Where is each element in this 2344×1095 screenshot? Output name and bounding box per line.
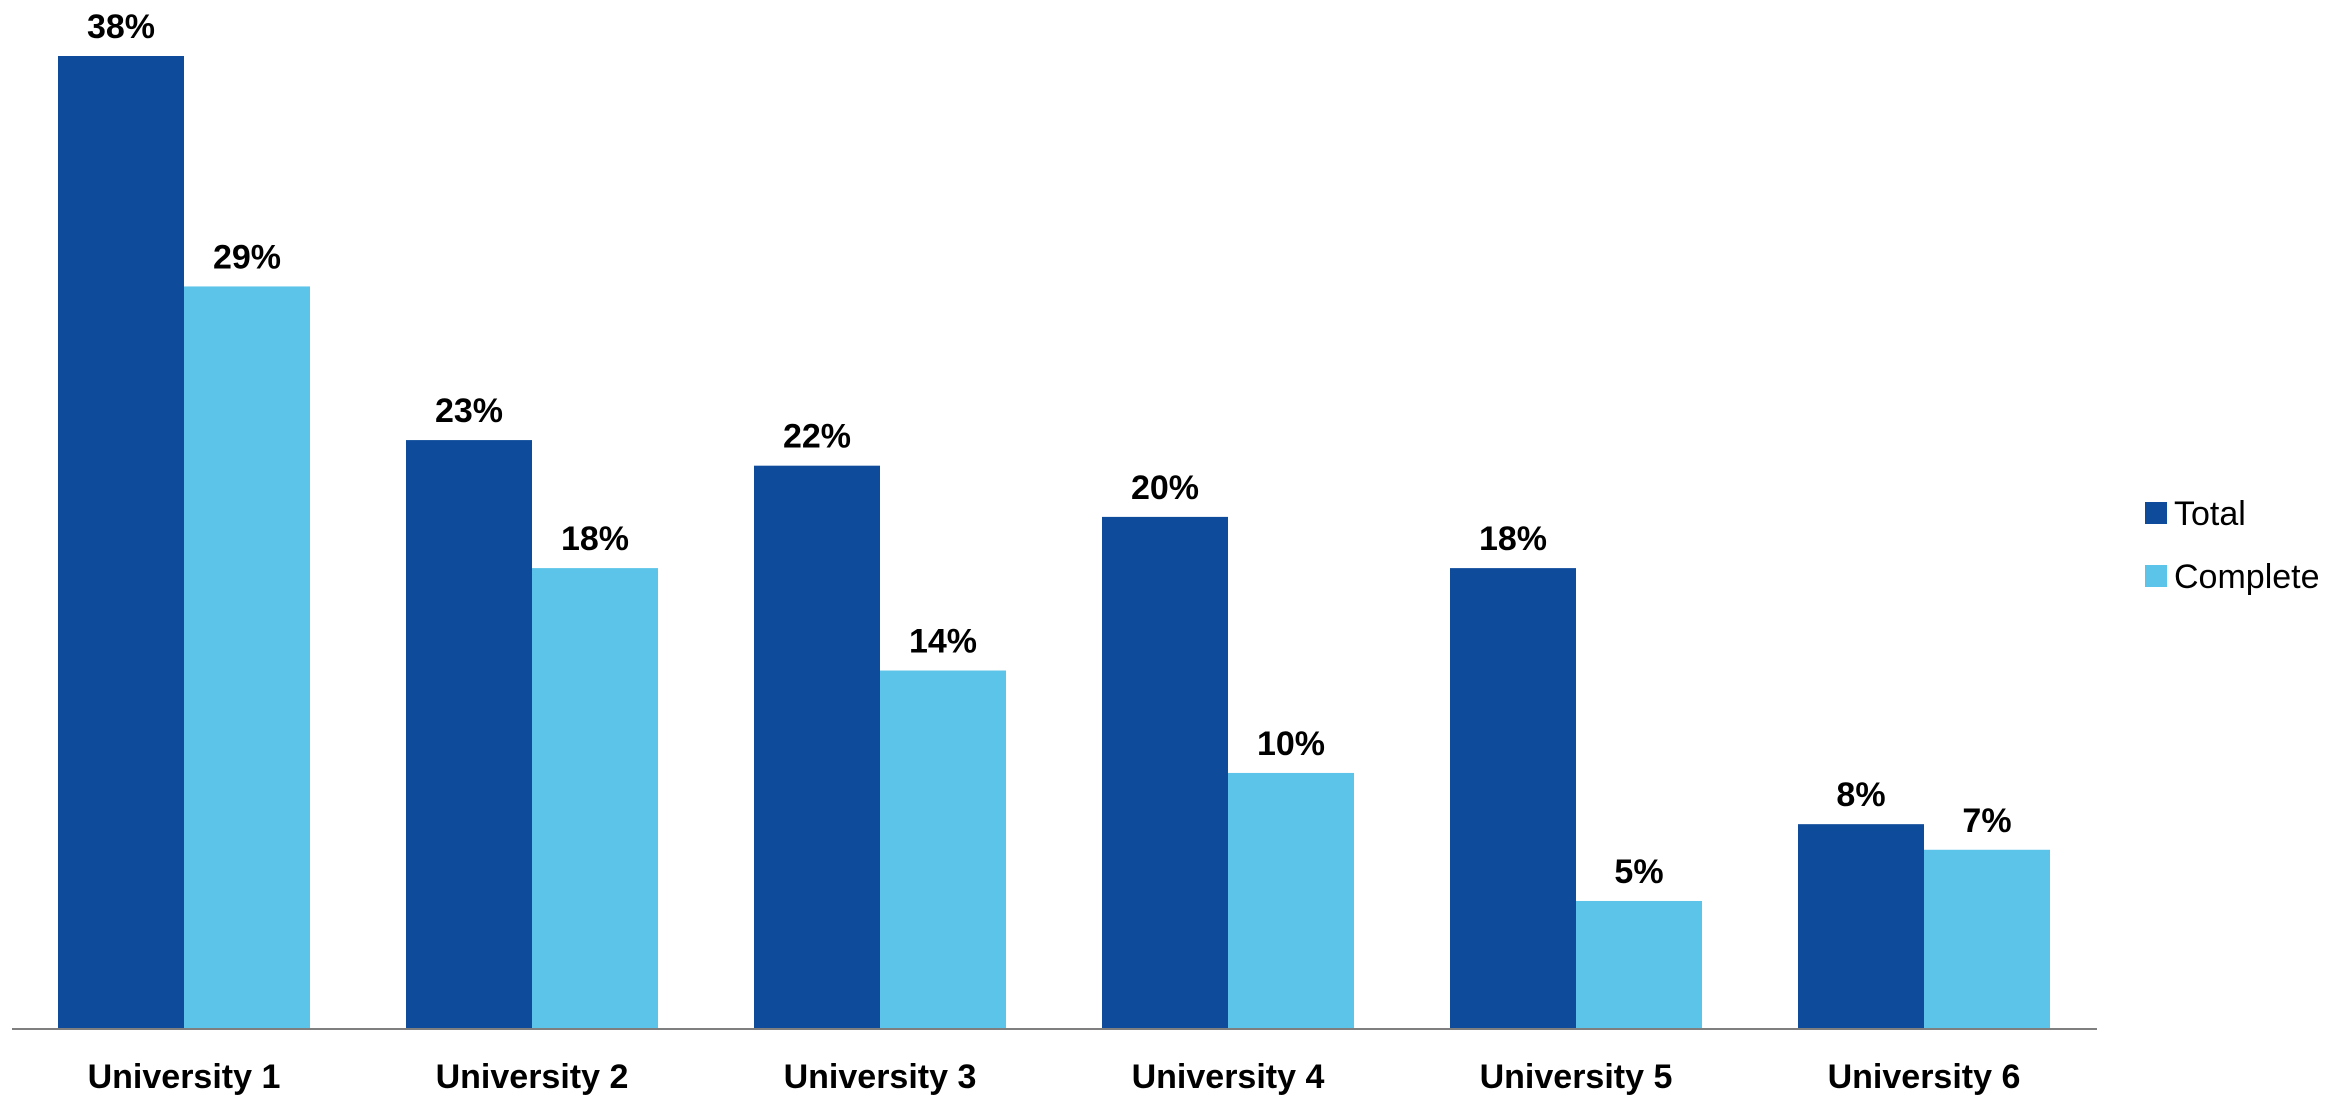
- data-label-total-2: 23%: [435, 392, 503, 430]
- data-label-complete-5: 5%: [1614, 853, 1663, 891]
- bar-total-6: [1798, 824, 1924, 1029]
- data-label-total-5: 18%: [1479, 520, 1547, 558]
- data-label-complete-6: 7%: [1962, 802, 2011, 840]
- legend-label-complete: Complete: [2174, 558, 2320, 596]
- category-label-6: University 6: [1828, 1058, 2021, 1095]
- bar-complete-2: [532, 568, 658, 1029]
- bar-complete-5: [1576, 900, 1702, 1029]
- category-label-group: University 1 University 2 University 3 Univ…: [88, 1058, 2021, 1095]
- value-label-group: 38% 29% 23% 18% 22% 14% 20% 10% 18% 5% 8% 7%: [87, 8, 2012, 891]
- legend: Total Complete: [2145, 495, 2320, 596]
- bar-total-2: [406, 440, 532, 1029]
- bar-complete-6: [1924, 849, 2050, 1029]
- data-label-complete-3: 14%: [909, 623, 977, 661]
- bar-complete-4: [1228, 772, 1354, 1029]
- category-label-4: University 4: [1132, 1058, 1325, 1095]
- category-label-5: University 5: [1480, 1058, 1673, 1095]
- bar-complete-3: [880, 670, 1006, 1029]
- bar-complete-1: [184, 286, 310, 1029]
- data-label-complete-4: 10%: [1257, 725, 1325, 763]
- legend-swatch-total: [2145, 502, 2167, 524]
- category-label-2: University 2: [436, 1058, 629, 1095]
- bar-group: [58, 56, 2050, 1029]
- legend-swatch-complete: [2145, 565, 2167, 587]
- category-label-1: University 1: [88, 1058, 281, 1095]
- data-label-complete-2: 18%: [561, 520, 629, 558]
- data-label-total-1: 38%: [87, 8, 155, 46]
- legend-label-total: Total: [2174, 495, 2246, 533]
- bar-total-3: [754, 465, 880, 1029]
- data-label-total-6: 8%: [1836, 776, 1885, 814]
- bar-total-5: [1450, 568, 1576, 1029]
- bar-total-4: [1102, 516, 1228, 1029]
- bar-total-1: [58, 56, 184, 1029]
- data-label-complete-1: 29%: [213, 238, 281, 276]
- data-label-total-4: 20%: [1131, 469, 1199, 507]
- category-label-3: University 3: [784, 1058, 977, 1095]
- data-label-total-3: 22%: [783, 418, 851, 456]
